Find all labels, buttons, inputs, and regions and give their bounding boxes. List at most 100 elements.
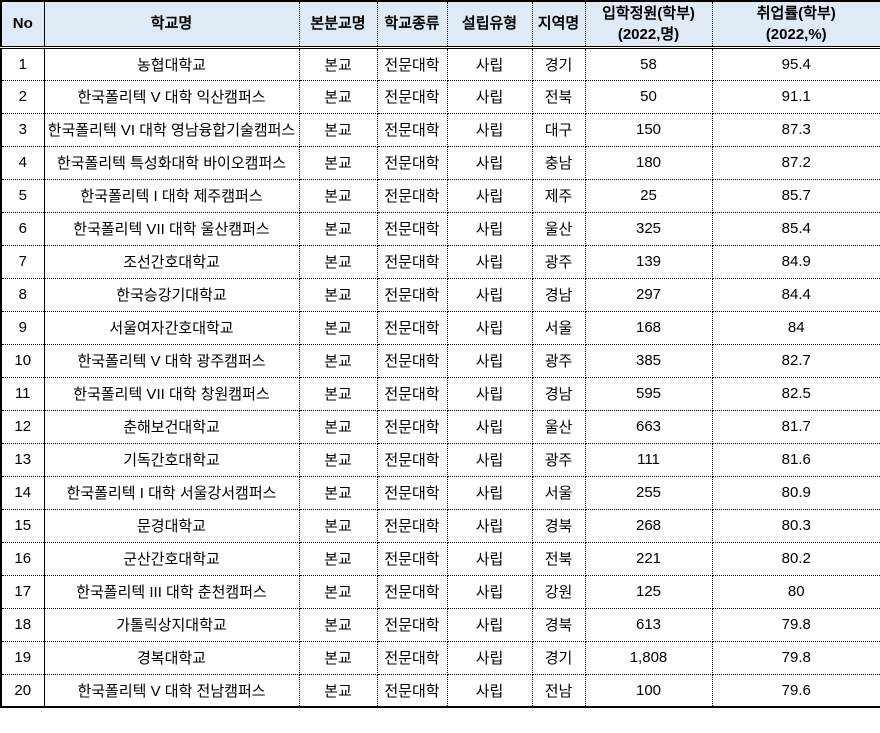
cell-no: 17 xyxy=(0,574,45,609)
cell-region: 서울 xyxy=(531,475,586,510)
cell-school-kind: 전문대학 xyxy=(376,640,448,675)
cell-region: 경기 xyxy=(531,640,586,675)
cell-region: 경북 xyxy=(531,607,586,642)
cell-employment-rate: 79.8 xyxy=(711,607,880,642)
school-employment-table: No 학교명 본분교명 학교종류 설립유형 지역명 입학정원(학부) (2022… xyxy=(0,0,880,708)
cell-admission-quota: 268 xyxy=(584,508,713,543)
header-founding-type: 설립유형 xyxy=(446,0,533,49)
cell-school-name: 한국폴리텍 I 대학 제주캠퍼스 xyxy=(43,178,300,213)
cell-region: 충남 xyxy=(531,145,586,180)
cell-admission-quota: 613 xyxy=(584,607,713,642)
cell-no: 19 xyxy=(0,640,45,675)
cell-region: 전북 xyxy=(531,79,586,114)
cell-school-kind: 전문대학 xyxy=(376,310,448,345)
cell-admission-quota: 1,808 xyxy=(584,640,713,675)
table-row: 19 경복대학교 본교 전문대학 사립 경기 1,808 79.8 xyxy=(0,640,880,675)
cell-region: 경기 xyxy=(531,46,586,81)
table-row: 13 기독간호대학교 본교 전문대학 사립 광주 111 81.6 xyxy=(0,442,880,477)
cell-campus-type: 본교 xyxy=(298,541,378,576)
cell-no: 4 xyxy=(0,145,45,180)
cell-admission-quota: 663 xyxy=(584,409,713,444)
cell-employment-rate: 80.2 xyxy=(711,541,880,576)
cell-school-kind: 전문대학 xyxy=(376,508,448,543)
cell-campus-type: 본교 xyxy=(298,673,378,708)
cell-campus-type: 본교 xyxy=(298,475,378,510)
header-school-name: 학교명 xyxy=(43,0,300,49)
cell-admission-quota: 297 xyxy=(584,277,713,312)
cell-region: 경남 xyxy=(531,277,586,312)
cell-campus-type: 본교 xyxy=(298,79,378,114)
cell-founding-type: 사립 xyxy=(446,541,533,576)
cell-school-name: 한국폴리텍 특성화대학 바이오캠퍼스 xyxy=(43,145,300,180)
cell-no: 20 xyxy=(0,673,45,708)
cell-no: 5 xyxy=(0,178,45,213)
table-row: 17 한국폴리텍 III 대학 춘천캠퍼스 본교 전문대학 사립 강원 125 … xyxy=(0,574,880,609)
cell-campus-type: 본교 xyxy=(298,508,378,543)
cell-campus-type: 본교 xyxy=(298,178,378,213)
cell-campus-type: 본교 xyxy=(298,409,378,444)
cell-admission-quota: 139 xyxy=(584,244,713,279)
cell-admission-quota: 125 xyxy=(584,574,713,609)
cell-campus-type: 본교 xyxy=(298,343,378,378)
cell-school-kind: 전문대학 xyxy=(376,46,448,81)
cell-admission-quota: 255 xyxy=(584,475,713,510)
cell-no: 9 xyxy=(0,310,45,345)
table-row: 12 춘해보건대학교 본교 전문대학 사립 울산 663 81.7 xyxy=(0,409,880,444)
table-row: 7 조선간호대학교 본교 전문대학 사립 광주 139 84.9 xyxy=(0,244,880,279)
cell-school-kind: 전문대학 xyxy=(376,409,448,444)
cell-founding-type: 사립 xyxy=(446,475,533,510)
header-employment-rate: 취업률(학부) (2022,%) xyxy=(711,0,880,49)
cell-employment-rate: 95.4 xyxy=(711,46,880,81)
cell-employment-rate: 85.7 xyxy=(711,178,880,213)
cell-no: 16 xyxy=(0,541,45,576)
cell-school-kind: 전문대학 xyxy=(376,79,448,114)
cell-no: 1 xyxy=(0,46,45,81)
cell-founding-type: 사립 xyxy=(446,409,533,444)
header-admission-quota: 입학정원(학부) (2022,명) xyxy=(584,0,713,49)
cell-region: 광주 xyxy=(531,442,586,477)
table-row: 9 서울여자간호대학교 본교 전문대학 사립 서울 168 84 xyxy=(0,310,880,345)
cell-school-kind: 전문대학 xyxy=(376,673,448,708)
cell-founding-type: 사립 xyxy=(446,673,533,708)
cell-employment-rate: 82.7 xyxy=(711,343,880,378)
cell-school-kind: 전문대학 xyxy=(376,277,448,312)
cell-employment-rate: 79.8 xyxy=(711,640,880,675)
cell-campus-type: 본교 xyxy=(298,310,378,345)
cell-region: 전남 xyxy=(531,673,586,708)
table-row: 11 한국폴리텍 VII 대학 창원캠퍼스 본교 전문대학 사립 경남 595 … xyxy=(0,376,880,411)
cell-school-name: 한국폴리텍 V 대학 광주캠퍼스 xyxy=(43,343,300,378)
cell-employment-rate: 80.9 xyxy=(711,475,880,510)
cell-school-name: 한국폴리텍 V 대학 익산캠퍼스 xyxy=(43,79,300,114)
cell-admission-quota: 168 xyxy=(584,310,713,345)
cell-employment-rate: 80.3 xyxy=(711,508,880,543)
cell-employment-rate: 91.1 xyxy=(711,79,880,114)
cell-founding-type: 사립 xyxy=(446,640,533,675)
cell-campus-type: 본교 xyxy=(298,574,378,609)
cell-school-name: 농협대학교 xyxy=(43,46,300,81)
cell-founding-type: 사립 xyxy=(446,112,533,147)
cell-region: 울산 xyxy=(531,211,586,246)
cell-founding-type: 사립 xyxy=(446,376,533,411)
table-row: 18 가톨릭상지대학교 본교 전문대학 사립 경북 613 79.8 xyxy=(0,607,880,642)
cell-campus-type: 본교 xyxy=(298,244,378,279)
cell-admission-quota: 325 xyxy=(584,211,713,246)
cell-campus-type: 본교 xyxy=(298,277,378,312)
header-row: No 학교명 본분교명 학교종류 설립유형 지역명 입학정원(학부) (2022… xyxy=(0,0,880,49)
table-row: 14 한국폴리텍 I 대학 서울강서캠퍼스 본교 전문대학 사립 서울 255 … xyxy=(0,475,880,510)
cell-admission-quota: 50 xyxy=(584,79,713,114)
cell-school-name: 한국폴리텍 VII 대학 울산캠퍼스 xyxy=(43,211,300,246)
cell-admission-quota: 100 xyxy=(584,673,713,708)
cell-founding-type: 사립 xyxy=(446,211,533,246)
cell-admission-quota: 25 xyxy=(584,178,713,213)
cell-campus-type: 본교 xyxy=(298,112,378,147)
cell-school-name: 문경대학교 xyxy=(43,508,300,543)
cell-admission-quota: 150 xyxy=(584,112,713,147)
cell-school-name: 한국폴리텍 III 대학 춘천캠퍼스 xyxy=(43,574,300,609)
cell-founding-type: 사립 xyxy=(446,607,533,642)
table-header: No 학교명 본분교명 학교종류 설립유형 지역명 입학정원(학부) (2022… xyxy=(0,0,880,49)
cell-school-name: 한국승강기대학교 xyxy=(43,277,300,312)
table-body: 1 농협대학교 본교 전문대학 사립 경기 58 95.4 2 한국폴리텍 V … xyxy=(0,46,880,708)
cell-founding-type: 사립 xyxy=(446,310,533,345)
cell-school-name: 경복대학교 xyxy=(43,640,300,675)
